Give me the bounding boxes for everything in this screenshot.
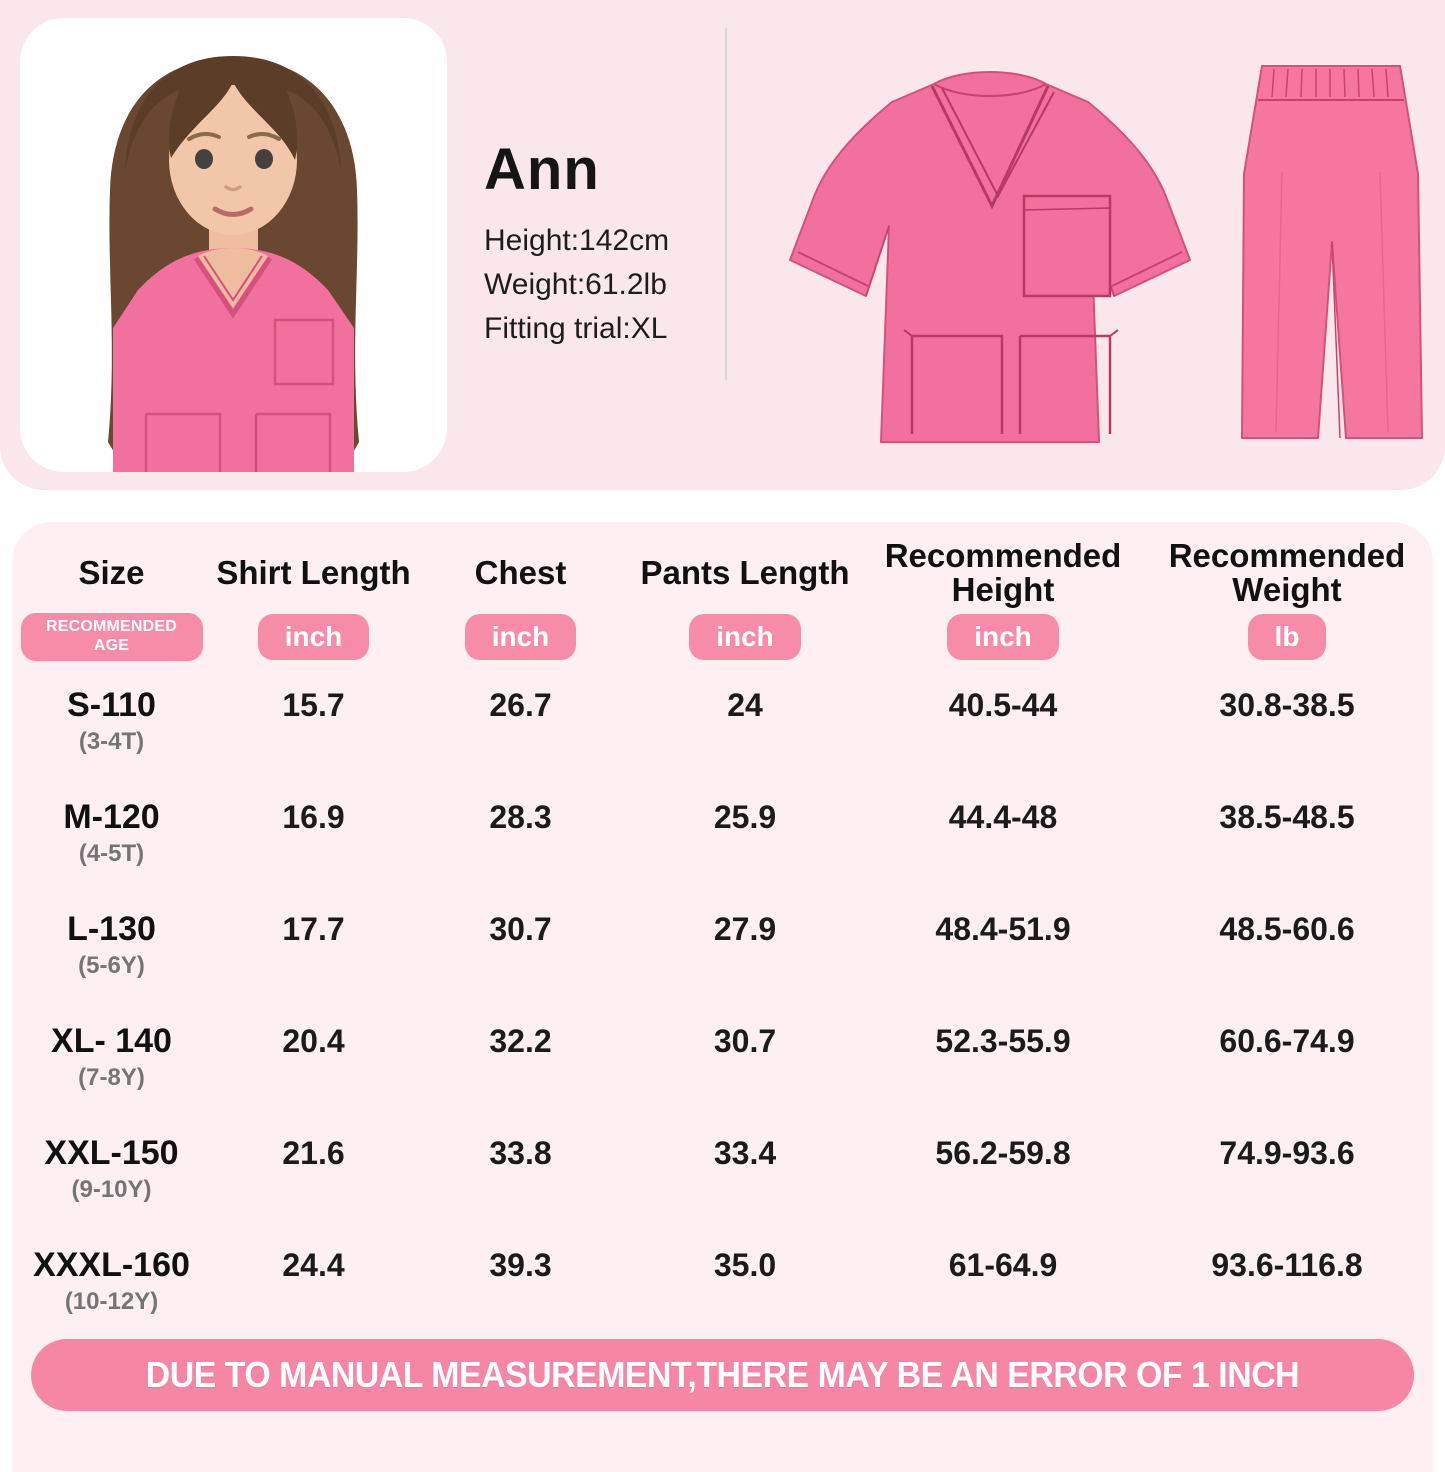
pants-length-value: 27.9 <box>713 911 777 947</box>
pants-length-value: 25.9 <box>713 799 777 835</box>
shirt-length-value: 17.7 <box>282 911 345 947</box>
table-row: M-120 (4-5T) 16.9 28.3 25.9 44.4-48 38.5-… <box>12 778 1433 890</box>
column-header-size: Size <box>78 553 145 591</box>
recommended-weight-value: 38.5-48.5 <box>1219 799 1355 835</box>
chest-value: 32.2 <box>489 1023 552 1059</box>
table-row: XXL-150 (9-10Y) 21.6 33.8 33.4 56.2-59.8 … <box>12 1114 1433 1226</box>
table-header-row: Size Shirt Length Chest Pants Length Rec… <box>12 538 1433 608</box>
unit-badge-inch: inch <box>689 614 801 660</box>
model-name: Ann <box>484 137 600 202</box>
disclaimer-banner: DUE TO MANUAL MEASUREMENT,THERE MAY BE A… <box>31 1339 1414 1411</box>
chest-value: 33.8 <box>489 1135 552 1171</box>
recommended-weight-value: 93.6-116.8 <box>1211 1247 1363 1283</box>
chest-value: 26.7 <box>489 687 552 723</box>
shirt-length-value: 15.7 <box>282 687 345 723</box>
size-value: XL- 140 <box>51 1022 172 1060</box>
age-value: (3-4T) <box>78 728 145 755</box>
recommended-height-value: 48.4-51.9 <box>935 911 1071 947</box>
model-fitting-trial: Fitting trial:XL <box>484 312 668 345</box>
age-value: (10-12Y) <box>64 1288 159 1315</box>
table-row: L-130 (5-6Y) 17.7 30.7 27.9 48.4-51.9 48.… <box>12 890 1433 1002</box>
unit-badge-inch: inch <box>947 614 1059 660</box>
unit-badge-recommended-age: RECOMMENDED AGE <box>20 613 203 661</box>
recommended-weight-value: 48.5-60.6 <box>1219 911 1355 947</box>
pants-length-value: 33.4 <box>713 1135 777 1171</box>
shirt-length-value: 21.6 <box>282 1135 345 1171</box>
unit-badge-lb: lb <box>1247 614 1327 660</box>
recommended-weight-value: 30.8-38.5 <box>1219 687 1355 723</box>
table-body: S-110 (3-4T) 15.7 26.7 24 40.5-44 30.8-38… <box>12 666 1433 1338</box>
column-header-shirt-length: Shirt Length <box>216 553 411 591</box>
top-section: Ann Height:142cm Weight:61.2lb Fitting t… <box>0 0 1445 490</box>
size-value: L-130 <box>67 910 156 948</box>
unit-badge-inch: inch <box>464 614 577 660</box>
chest-value: 39.3 <box>489 1247 552 1283</box>
model-photo-illustration <box>20 18 447 472</box>
shirt-length-value: 24.4 <box>282 1247 345 1283</box>
model-weight: Weight:61.2lb <box>484 268 667 301</box>
model-photo-card <box>20 18 447 472</box>
size-value: S-110 <box>67 686 156 724</box>
age-value: (9-10Y) <box>71 1176 152 1203</box>
table-row: S-110 (3-4T) 15.7 26.7 24 40.5-44 30.8-38… <box>12 666 1433 778</box>
recommended-height-value: 56.2-59.8 <box>935 1135 1071 1171</box>
size-value: XXXL-160 <box>33 1246 190 1284</box>
unit-row: RECOMMENDED AGE inch inch inch inch lb <box>12 612 1433 662</box>
size-value: XXL-150 <box>44 1134 179 1172</box>
age-value: (5-6Y) <box>78 952 145 979</box>
table-row: XXXL-160 (10-12Y) 24.4 39.3 35.0 61-64.9 … <box>12 1226 1433 1338</box>
shirt-length-value: 16.9 <box>282 799 345 835</box>
pants-length-value: 35.0 <box>713 1247 777 1283</box>
column-header-recommended-weight: Recommended Weight <box>1168 536 1406 608</box>
age-value: (4-5T) <box>78 840 145 867</box>
shirt-length-value: 20.4 <box>282 1023 345 1059</box>
scrub-top-image <box>762 48 1220 458</box>
chest-value: 28.3 <box>489 799 552 835</box>
vertical-divider <box>725 28 727 380</box>
recommended-weight-value: 74.9-93.6 <box>1219 1135 1355 1171</box>
recommended-height-value: 44.4-48 <box>948 799 1058 835</box>
column-header-chest: Chest <box>474 553 567 591</box>
pants-length-value: 24 <box>727 687 763 723</box>
model-info: Ann Height:142cm Weight:61.2lb Fitting t… <box>484 136 669 351</box>
recommended-weight-value: 60.6-74.9 <box>1219 1023 1355 1059</box>
size-value: M-120 <box>63 798 160 836</box>
chest-value: 30.7 <box>489 911 552 947</box>
disclaimer-text: DUE TO MANUAL MEASUREMENT,THERE MAY BE A… <box>145 1354 1300 1395</box>
recommended-height-value: 52.3-55.9 <box>935 1023 1071 1059</box>
recommended-height-value: 61-64.9 <box>948 1247 1058 1283</box>
scrub-pants-image <box>1222 52 1440 452</box>
pants-length-value: 30.7 <box>713 1023 777 1059</box>
model-height: Height:142cm <box>484 224 670 257</box>
unit-badge-inch: inch <box>257 614 370 660</box>
table-row: XL- 140 (7-8Y) 20.4 32.2 30.7 52.3-55.9 6… <box>12 1002 1433 1114</box>
age-value: (7-8Y) <box>78 1064 145 1091</box>
column-header-pants-length: Pants Length <box>640 553 850 591</box>
recommended-height-value: 40.5-44 <box>948 687 1058 723</box>
column-header-recommended-height: Recommended Height <box>884 536 1122 608</box>
size-table-panel: Size Shirt Length Chest Pants Length Rec… <box>12 522 1433 1472</box>
